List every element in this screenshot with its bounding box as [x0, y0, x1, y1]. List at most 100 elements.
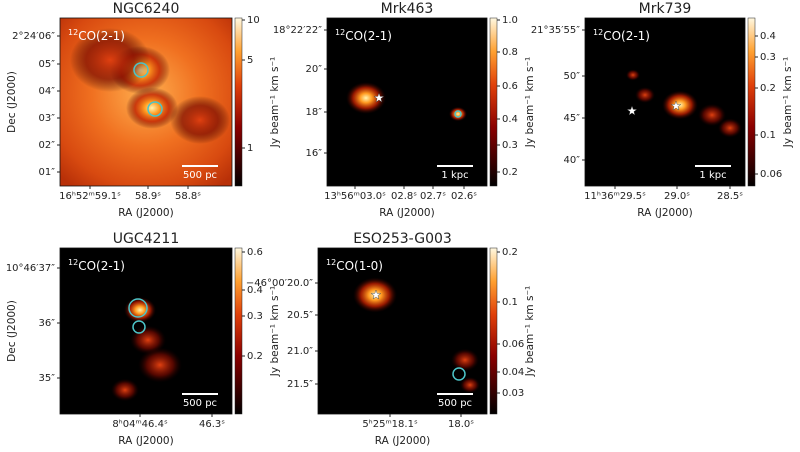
- star-marker: [370, 289, 382, 300]
- y-tick-label: 21.5″: [287, 379, 313, 390]
- panel: Mrk463 12CO(2-1) 1 kpc 18°22′22″ 20″ 18″ 16″ 13…: [273, 1, 536, 219]
- line-label: 12CO(2-1): [593, 28, 650, 43]
- y-tick-label: 36″: [39, 318, 56, 329]
- colorbar-tick-label: 0.6: [502, 81, 518, 92]
- frame: [326, 17, 488, 187]
- emission: [635, 87, 655, 103]
- y-tick-label: −46°00′20.0″: [246, 278, 313, 289]
- x-axis-label: RA (J2000): [379, 207, 434, 219]
- x-tick-label: 02.6ˢ: [451, 191, 477, 202]
- y-tick-label: 20.5″: [287, 310, 313, 321]
- colorbar-tick-label: 0.4: [760, 31, 776, 42]
- y-tick-label: 01″: [39, 167, 56, 178]
- y-tick-label: 04″: [39, 86, 56, 97]
- x-tick-label: 18.0ˢ: [448, 419, 474, 430]
- emission: [626, 69, 640, 81]
- frame: [59, 247, 233, 415]
- emission: [138, 347, 182, 383]
- colorbar: [234, 247, 243, 415]
- y-tick-label: 50″: [564, 71, 581, 82]
- emission: [451, 348, 479, 372]
- colorbar-tick-label: 0.4: [247, 285, 263, 296]
- colorbar-label: Jy beam⁻¹ km s⁻¹: [524, 286, 536, 377]
- x-tick-label: 28.5ˢ: [717, 191, 743, 202]
- y-tick-label: 03″: [39, 113, 56, 124]
- panel: UGC4211 12CO(2-1) 500 pc 10°46′37″ 36″ 35″ 8ʰ0…: [6, 231, 281, 447]
- panel-title: ESO253-G003: [353, 231, 452, 247]
- y-tick-label: 2°24′06″: [12, 31, 55, 42]
- x-tick-label: 46.3ˢ: [199, 419, 225, 430]
- x-tick-label: 58.9ˢ: [135, 191, 161, 202]
- colorbar-tick-label: 0.06: [502, 339, 524, 350]
- transition: CO(2-1): [603, 29, 650, 43]
- y-tick-label: 05″: [39, 59, 56, 70]
- panel-title: Mrk463: [381, 1, 434, 17]
- scale-bar-label: 500 pc: [438, 398, 472, 409]
- y-tick-label: 18″: [306, 107, 323, 118]
- x-tick-label: 02.7ˢ: [420, 191, 446, 202]
- emission: [170, 96, 230, 144]
- colorbar-tick-label: 0.3: [760, 52, 776, 63]
- aperture: [452, 367, 466, 381]
- x-axis-label: RA (J2000): [637, 207, 692, 219]
- isotope: 12: [68, 258, 78, 267]
- x-tick-label: 8ʰ04ᵐ46.4ˢ: [112, 419, 168, 430]
- scale-bar-label: 500 pc: [183, 170, 217, 181]
- frame: [59, 17, 233, 187]
- colorbar-tick-label: 0.1: [760, 130, 776, 141]
- emission: [70, 28, 150, 92]
- isotope: 12: [326, 258, 336, 267]
- colorbar-tick-label: 0.1: [502, 297, 518, 308]
- x-tick-label: 16ʰ52ᵐ59.1ˢ: [59, 191, 121, 202]
- colorbar-tick-label: 0.06: [760, 169, 782, 180]
- emission: [111, 378, 139, 402]
- image: [327, 18, 487, 186]
- x-tick-label: 5ʰ25ᵐ18.1ˢ: [362, 419, 418, 430]
- colorbar-tick-label: 0.2: [502, 167, 518, 178]
- aperture: [128, 298, 148, 318]
- panel: Mrk739 12CO(2-1) 1 kpc 21°35′55″ 50″ 45″ 40″ 11…: [531, 1, 794, 219]
- colorbar: [747, 17, 756, 187]
- colorbar-tick-label: 0.4: [502, 114, 518, 125]
- panel-title: Mrk739: [639, 1, 692, 17]
- panel-title: NGC6240: [113, 1, 180, 17]
- y-tick-label: 20″: [306, 64, 323, 75]
- x-axis-label: RA (J2000): [375, 435, 430, 447]
- transition: CO(2-1): [78, 29, 125, 43]
- colorbar-tick-label: 0.04: [502, 367, 524, 378]
- emission: [126, 87, 178, 129]
- star-marker: [626, 105, 638, 116]
- frame: [317, 247, 488, 415]
- emission: [449, 106, 467, 122]
- y-tick-label: 45″: [564, 113, 581, 124]
- aperture: [132, 320, 146, 334]
- colorbar-tick-label: 5: [247, 55, 253, 66]
- colorbar-tick-label: 0.3: [247, 311, 263, 322]
- y-tick-label: 35″: [39, 373, 56, 384]
- y-tick-label: 21°35′55″: [531, 25, 580, 36]
- line-label: 12CO(2-1): [68, 28, 125, 43]
- scale-bar-label: 500 pc: [183, 398, 217, 409]
- y-tick-label: 02″: [39, 140, 56, 151]
- emission: [124, 297, 156, 323]
- x-axis-label: RA (J2000): [118, 435, 173, 447]
- colorbar: [234, 17, 243, 187]
- emission: [718, 118, 742, 138]
- image: [318, 248, 487, 414]
- panel: NGC6240 12CO(2-1) 500 pc 2°24′06″ 05″ 04″ 03″ 0…: [6, 1, 281, 219]
- image-bg: [318, 248, 487, 414]
- transition: CO(1-0): [336, 259, 383, 273]
- colorbar-tick-label: 1: [247, 143, 253, 154]
- colorbar-tick-label: 1.0: [502, 15, 518, 26]
- colorbar: [489, 17, 498, 187]
- x-axis-label: RA (J2000): [118, 207, 173, 219]
- y-tick-label: 16″: [306, 148, 323, 159]
- colorbar-tick-label: 0.3: [502, 140, 518, 151]
- colorbar-label: Jy beam⁻¹ km s⁻¹: [524, 57, 536, 148]
- line-label: 12CO(1-0): [326, 258, 383, 273]
- y-tick-label: 10°46′37″: [6, 263, 55, 274]
- colorbar-tick-label: 10: [247, 15, 260, 26]
- transition: CO(2-1): [78, 259, 125, 273]
- aperture: [133, 62, 149, 78]
